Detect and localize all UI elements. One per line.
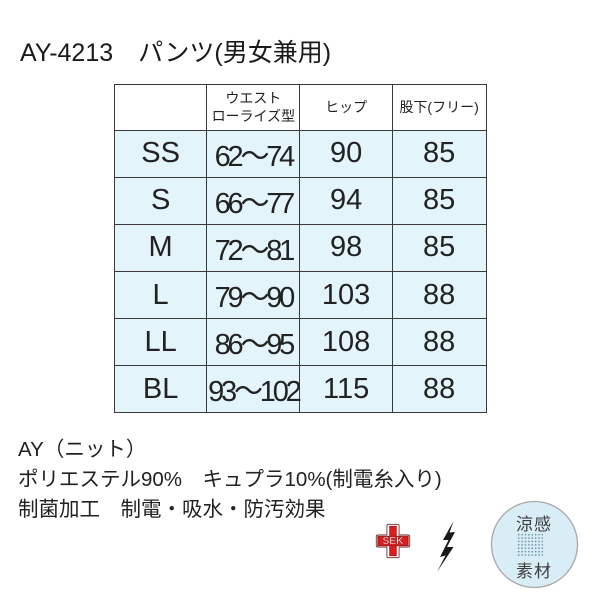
svg-text:SEK: SEK (382, 536, 404, 547)
